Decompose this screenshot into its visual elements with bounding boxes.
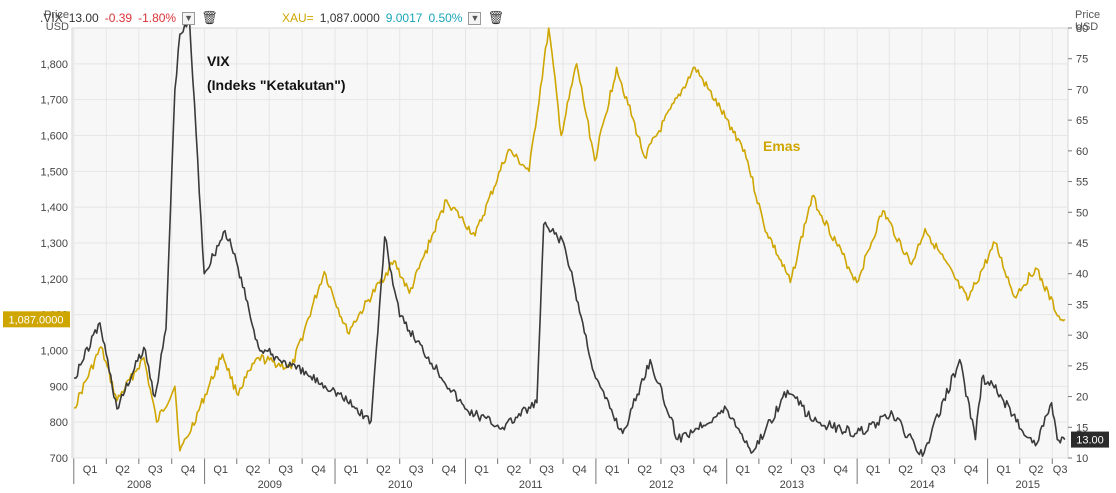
- quarter-label: Q1: [996, 464, 1011, 476]
- quarter-label: Q2: [898, 464, 913, 476]
- right-tick-label: 40: [1076, 269, 1088, 281]
- legend-vix[interactable]: .VIX 13.00 -0.39 -1.80% ▼ 🗑: [40, 8, 224, 28]
- year-label: 2009: [258, 479, 282, 491]
- vix-annotation-title: VIX: [207, 53, 230, 69]
- quarter-label: Q1: [344, 464, 359, 476]
- legend-gold[interactable]: XAU= 1,087.0000 9.0017 0.50% ▼ 🗑: [282, 8, 510, 28]
- quarter-label: Q4: [311, 464, 326, 476]
- legend-vix-change: -0.39: [104, 11, 133, 25]
- right-tick-label: 10: [1076, 453, 1088, 465]
- year-label: 2015: [1016, 479, 1040, 491]
- quarter-label: Q3: [1053, 464, 1068, 476]
- trash-icon[interactable]: 🗑: [201, 10, 218, 25]
- left-tick-label: 1,300: [40, 238, 68, 250]
- quarter-label: Q3: [670, 464, 685, 476]
- quarter-label: Q2: [637, 464, 652, 476]
- quarter-label: Q3: [148, 464, 163, 476]
- right-tick-label: 25: [1076, 361, 1088, 373]
- year-label: 2013: [780, 479, 804, 491]
- chevron-down-icon[interactable]: ▼: [468, 11, 482, 25]
- year-label: 2014: [910, 479, 934, 491]
- left-tick-label: 1,600: [40, 131, 68, 143]
- quarter-label: Q1: [866, 464, 881, 476]
- legend-gold-ticker: XAU=: [282, 11, 314, 25]
- left-tick-label: 800: [50, 417, 68, 429]
- left-tick-label: 1,800: [40, 59, 68, 71]
- trash-icon[interactable]: 🗑: [487, 10, 504, 25]
- quarter-label: Q1: [605, 464, 620, 476]
- year-label: 2012: [649, 479, 673, 491]
- right-tick-label: 80: [1076, 23, 1088, 35]
- quarter-label: Q4: [572, 464, 587, 476]
- left-tick-label: 900: [50, 381, 68, 393]
- quarter-label: Q4: [833, 464, 848, 476]
- quarter-label: Q1: [83, 464, 98, 476]
- left-tick-label: 700: [50, 453, 68, 465]
- left-tick-label: 1,200: [40, 274, 68, 286]
- quarter-label: Q2: [507, 464, 522, 476]
- chevron-down-icon[interactable]: ▼: [182, 11, 196, 25]
- right-tick-label: 50: [1076, 207, 1088, 219]
- quarter-label: Q4: [181, 464, 196, 476]
- right-axis-title: Price USD: [1075, 9, 1101, 33]
- year-label: 2011: [519, 479, 543, 491]
- quarter-label: Q4: [703, 464, 718, 476]
- left-tick-label: 1,000: [40, 346, 68, 358]
- quarter-label: Q4: [442, 464, 457, 476]
- right-tick-label: 70: [1076, 84, 1088, 96]
- right-tick-label: 75: [1076, 54, 1088, 66]
- year-label: 2010: [388, 479, 412, 491]
- quarter-label: Q2: [768, 464, 783, 476]
- right-tick-label: 30: [1076, 330, 1088, 342]
- quarter-label: Q3: [931, 464, 946, 476]
- gold-price-flag-label: 1,087.0000: [8, 314, 63, 326]
- legend-vix-change-pct: -1.80%: [138, 11, 177, 25]
- legend-gold-change-pct: 0.50%: [428, 11, 463, 25]
- gold-price-flag: [3, 311, 70, 328]
- right-tick-label: 60: [1076, 146, 1088, 158]
- quarter-label: Q2: [1029, 464, 1044, 476]
- right-tick-label: 65: [1076, 115, 1088, 127]
- legend-vix-last: 13.00: [68, 11, 99, 25]
- vix-price-flag: [1071, 431, 1109, 448]
- quarter-label: Q4: [964, 464, 979, 476]
- quarter-label: Q1: [474, 464, 489, 476]
- quarter-label: Q2: [376, 464, 391, 476]
- year-label: 2008: [127, 479, 151, 491]
- left-tick-label: 1,400: [40, 202, 68, 214]
- right-tick-label: 20: [1076, 392, 1088, 404]
- quarter-label: Q3: [278, 464, 293, 476]
- quarter-label: Q1: [213, 464, 228, 476]
- quarter-label: Q2: [115, 464, 130, 476]
- quarter-label: Q3: [409, 464, 424, 476]
- quarter-label: Q1: [735, 464, 750, 476]
- right-tick-label: 15: [1076, 422, 1088, 434]
- right-tick-label: 55: [1076, 177, 1088, 189]
- right-tick-label: 35: [1076, 299, 1088, 311]
- gold-annotation: Emas: [763, 138, 801, 154]
- quarter-label: Q3: [539, 464, 554, 476]
- right-tick-label: 45: [1076, 238, 1088, 250]
- series-line-gold: [74, 27, 1066, 452]
- series-line-vix: [74, 21, 1066, 458]
- legend-gold-change: 9.0017: [385, 11, 423, 25]
- left-tick-label: 1,500: [40, 166, 68, 178]
- quarter-label: Q2: [246, 464, 261, 476]
- vix-annotation-subtitle: (Indeks "Ketakutan"): [207, 77, 346, 93]
- legend-vix-ticker: .VIX: [40, 11, 63, 25]
- left-axis-title: Price USD: [43, 9, 69, 33]
- left-tick-label: 1,700: [40, 95, 68, 107]
- legend-gold-last: 1,087.0000: [319, 11, 380, 25]
- quarter-label: Q3: [800, 464, 815, 476]
- vix-price-flag-label: 13.00: [1076, 435, 1104, 447]
